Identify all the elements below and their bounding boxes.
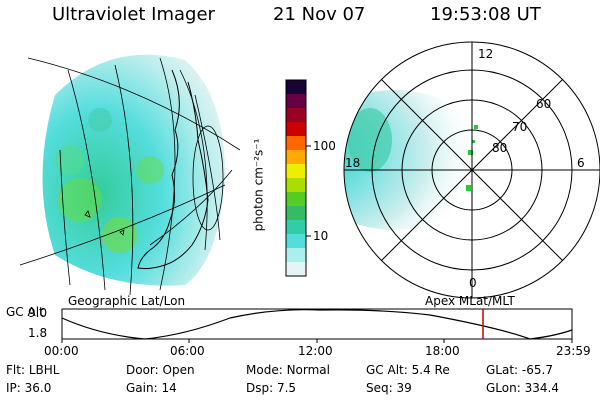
info-gc-alt: GC Alt: 5.4 Re (366, 363, 450, 377)
polar-plot (343, 41, 600, 299)
orbit-ytick-min: 1.8 (28, 326, 48, 340)
info-seq: Seq: 39 (366, 381, 412, 395)
info-dsp: Dsp: 7.5 (246, 381, 297, 395)
lat-label-80: 80 (492, 141, 508, 155)
colorbar-tick-10: 10 (313, 229, 329, 243)
orbit-xtick-3: 18:00 (425, 344, 460, 358)
orbit-plot (61, 308, 573, 343)
geographic-map (19, 54, 241, 296)
mlt-label-12: 12 (478, 47, 494, 61)
colorbar-tick-100: 100 (313, 139, 336, 153)
apex-label: Apex MLat/MLT (425, 294, 515, 308)
info-mode: Mode: Normal (246, 363, 330, 377)
colorbar (285, 79, 311, 277)
time: 19:53:08 UT (430, 4, 541, 25)
mlt-label-0: 0 (469, 276, 477, 290)
orbit-ytick-max: 9.0 (28, 306, 48, 320)
orbit-xtick-2: 12:00 (298, 344, 333, 358)
orbit-xtick-1: 06:00 (170, 344, 205, 358)
date: 21 Nov 07 (273, 4, 366, 25)
colorbar-label: photon cm⁻²s⁻¹ (251, 138, 266, 232)
lat-label-70: 70 (512, 120, 528, 134)
mlt-label-6: 6 (577, 156, 585, 170)
info-ip: IP: 36.0 (6, 381, 52, 395)
info-flt: Flt: LBHL (6, 363, 60, 377)
title: Ultraviolet Imager (52, 4, 215, 25)
info-glon: GLon: 334.4 (486, 381, 559, 395)
orbit-xtick-4: 23:59 (556, 344, 591, 358)
lat-label-60: 60 (536, 97, 552, 111)
mlt-label-18: 18 (345, 156, 361, 170)
info-gain: Gain: 14 (126, 381, 177, 395)
gc-alt-label: GC Alt (6, 305, 44, 319)
info-glat: GLat: -65.7 (486, 363, 553, 377)
orbit-xtick-0: 00:00 (44, 344, 79, 358)
geographic-label: Geographic Lat/Lon (68, 294, 186, 308)
info-door: Door: Open (126, 363, 195, 377)
